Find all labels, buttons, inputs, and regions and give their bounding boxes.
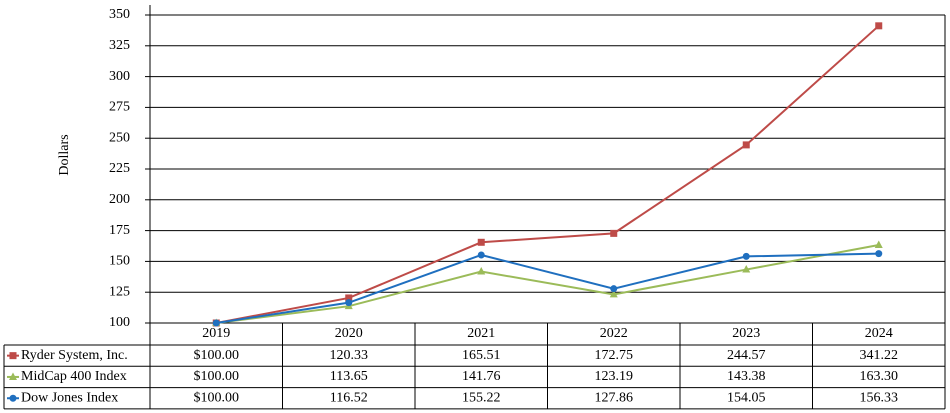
marker [345, 299, 353, 307]
y-tick-label: 300 [109, 69, 130, 84]
table-cell: 120.33 [330, 348, 369, 363]
marker [875, 22, 883, 30]
legend-marker [9, 372, 17, 380]
table-cell: 172.75 [595, 348, 634, 363]
legend-label: Dow Jones Index [21, 390, 118, 405]
marker [742, 141, 750, 149]
table-cell: 154.05 [727, 390, 766, 405]
x-tick-label: 2022 [600, 326, 628, 341]
y-tick-label: 125 [109, 284, 130, 299]
marker [477, 238, 485, 246]
table-cell: 244.57 [727, 348, 766, 363]
y-tick-label: 275 [109, 100, 130, 115]
y-tick-label: 225 [109, 161, 130, 176]
legend-label: Ryder System, Inc. [21, 348, 128, 363]
table-cell: 116.52 [330, 390, 368, 405]
legend-marker [9, 352, 17, 360]
marker [875, 250, 883, 258]
y-axis-label: Dollars [57, 134, 72, 175]
table-cell: 156.33 [860, 390, 899, 405]
table-cell: $100.00 [194, 390, 240, 405]
table-cell: 155.22 [462, 390, 501, 405]
marker [477, 251, 485, 259]
x-tick-label: 2020 [335, 326, 363, 341]
marker [345, 294, 353, 302]
y-tick-label: 100 [109, 315, 130, 330]
x-tick-label: 2019 [202, 326, 230, 341]
marker [212, 319, 220, 327]
table-cell: 123.19 [595, 369, 634, 384]
legend-label: MidCap 400 Index [21, 369, 127, 384]
series-line [216, 244, 879, 324]
marker [610, 285, 618, 293]
table-cell: 143.38 [727, 369, 766, 384]
table-cell: $100.00 [194, 369, 240, 384]
marker [742, 265, 751, 273]
y-tick-label: 250 [109, 130, 130, 145]
series-line [216, 252, 879, 324]
table-cell: 341.22 [860, 348, 899, 363]
marker [477, 267, 486, 275]
table-cell: 127.86 [595, 390, 634, 405]
x-tick-label: 2024 [865, 326, 893, 341]
table-cell: 163.30 [860, 369, 899, 384]
table-cell: 113.65 [330, 369, 368, 384]
x-tick-label: 2021 [467, 326, 495, 341]
x-tick-label: 2023 [732, 326, 760, 341]
table-cell: 165.51 [462, 348, 501, 363]
series-line [216, 25, 880, 324]
marker [610, 229, 618, 237]
marker [742, 252, 750, 260]
y-tick-label: 325 [109, 38, 130, 53]
y-tick-label: 175 [109, 223, 130, 238]
y-tick-label: 200 [109, 192, 130, 207]
legend-marker [9, 394, 17, 402]
marker [874, 240, 883, 249]
table-cell: $100.00 [194, 348, 240, 363]
y-tick-label: 150 [109, 254, 130, 269]
marker [609, 289, 618, 298]
table-cell: 141.76 [462, 369, 501, 384]
y-tick-label: 350 [109, 7, 130, 22]
